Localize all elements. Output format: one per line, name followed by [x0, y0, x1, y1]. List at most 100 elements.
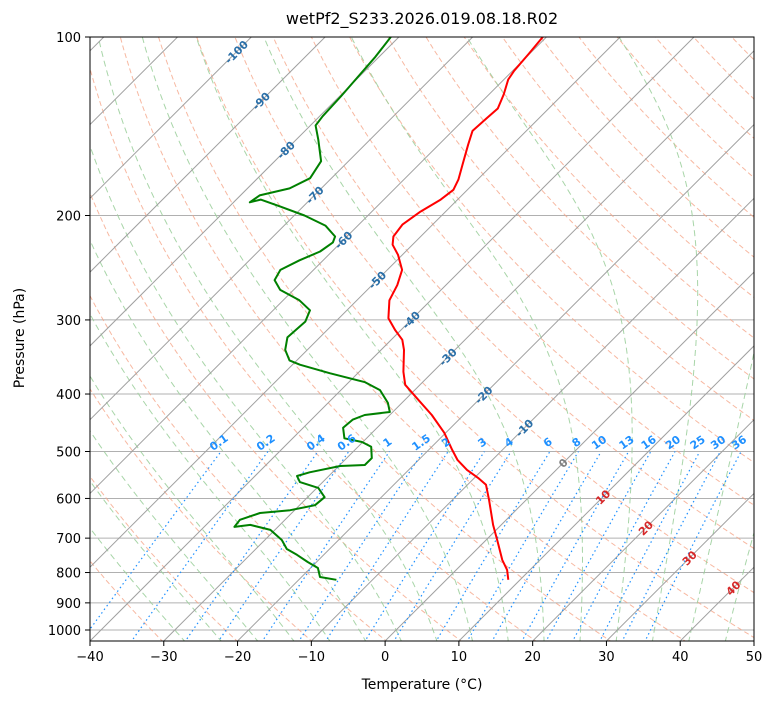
dry-adiabat-line — [463, 37, 754, 339]
dewpoint-profile-line — [233, 37, 392, 581]
x-tick-label: −10 — [298, 650, 325, 665]
y-tick-label: 100 — [56, 31, 81, 46]
mixing-ratio-line — [599, 451, 701, 641]
x-tick-label: −30 — [150, 650, 177, 665]
isotherm-line — [90, 37, 400, 347]
mixing-ratio-label: 0.1 — [207, 432, 230, 454]
dry-adiabat-line — [119, 37, 612, 641]
y-tick-label: 1000 — [48, 624, 81, 639]
dry-adiabat-line — [196, 37, 754, 639]
x-tick-label: −20 — [224, 650, 251, 665]
mixing-ratio-line — [466, 451, 580, 641]
moist-adiabat-line — [97, 37, 438, 641]
mixing-ratio-label: 8 — [570, 435, 584, 450]
isotherm-line — [753, 640, 754, 641]
isotherm-label: -100 — [222, 38, 251, 67]
moist-adiabat-line — [263, 37, 545, 641]
y-axis-label: Pressure (hPa) — [12, 287, 28, 389]
dry-adiabat-line — [90, 191, 462, 641]
mixing-ratio-label: 36 — [729, 433, 749, 453]
mixing-ratio-line — [184, 451, 319, 641]
dry-adiabat-line — [157, 37, 687, 641]
chart-title: wetPf2_S233.2026.019.08.18.R02 — [285, 9, 559, 28]
mixing-ratio-line — [130, 451, 269, 641]
x-tick-label: 10 — [451, 650, 468, 665]
dry-adiabat-line — [425, 37, 754, 380]
y-tick-label: 400 — [56, 388, 81, 403]
axes-frame — [89, 36, 755, 642]
isotherm-line — [90, 37, 253, 200]
x-axis-label: Temperature (°C) — [361, 677, 483, 693]
mixing-ratio-line — [545, 451, 652, 641]
mixing-ratio-line — [217, 451, 350, 641]
x-tick-label: −40 — [76, 650, 103, 665]
isotherm-line — [90, 37, 179, 126]
mixing-ratio-line — [364, 451, 485, 641]
isotherm-line — [0, 10, 57, 655]
dry-adiabat-line — [90, 66, 537, 641]
dry-adiabat-line — [501, 37, 754, 298]
moist-adiabat-line — [688, 350, 754, 641]
mixing-ratio-line — [393, 451, 512, 641]
x-tick-label: 0 — [381, 650, 389, 665]
dry-adiabat-line — [757, 24, 775, 643]
moist-adiabat-line — [90, 429, 259, 641]
isotherm-line — [163, 50, 754, 641]
moist-adiabat-line — [141, 37, 474, 641]
moist-adiabat-line — [90, 239, 367, 641]
moist-adiabat-line — [90, 375, 295, 641]
moist-adiabat-line — [90, 144, 402, 641]
isotherm-label: -80 — [275, 138, 298, 161]
isotherm-line — [384, 271, 754, 641]
y-tick-label: 700 — [56, 532, 81, 547]
mixing-ratio-line — [521, 451, 630, 641]
mixing-ratio-line — [261, 451, 390, 641]
moist-adiabat-line — [350, 37, 583, 641]
y-tick-label: 800 — [56, 567, 81, 582]
y-tick-label: 600 — [56, 492, 81, 507]
x-tick-label: 50 — [746, 650, 763, 665]
dry-adiabat-line — [272, 37, 754, 550]
dry-adiabat-line — [349, 37, 754, 464]
dry-adiabat-line — [731, 37, 754, 61]
y-tick-label: 200 — [56, 210, 81, 225]
dry-adiabat-line — [540, 37, 754, 258]
x-tick-label: 30 — [598, 650, 615, 665]
mixing-ratio-line — [572, 451, 676, 641]
mixing-ratio-label: 20 — [663, 433, 683, 453]
y-tick-label: 900 — [56, 597, 81, 612]
isotherm-line — [458, 345, 754, 641]
isotherm-label: 10 — [593, 487, 613, 507]
moist-adiabat-line — [90, 312, 331, 641]
dry-adiabat-line — [578, 37, 754, 218]
isotherm-line — [90, 37, 621, 568]
moist-adiabat-line — [90, 480, 222, 641]
isotherm-line — [90, 37, 695, 641]
mixing-ratio-line — [325, 451, 449, 641]
mixing-ratio-line — [621, 451, 721, 641]
mixing-ratio-label: 25 — [688, 433, 708, 452]
moist-adiabat-line — [724, 531, 754, 641]
plot-area — [0, 10, 775, 655]
dry-adiabat-line — [692, 37, 754, 100]
dry-adiabat-line — [90, 560, 164, 641]
dry-adiabat-line — [90, 475, 238, 641]
x-tick-label: 40 — [672, 650, 689, 665]
isotherm-line — [310, 197, 754, 641]
moist-adiabat-line — [195, 37, 509, 641]
temperature-profile-line — [387, 37, 544, 580]
isotherm-line — [236, 123, 754, 641]
mixing-ratio-label: 30 — [708, 433, 728, 453]
mixing-ratio-line — [298, 451, 424, 641]
dry-adiabat-line — [90, 387, 313, 641]
moist-adiabat-line — [618, 37, 699, 641]
mixing-ratio-line — [435, 451, 551, 641]
isotherm-line — [531, 418, 754, 641]
mixing-ratio-label: 16 — [639, 433, 659, 453]
dry-adiabat-line — [90, 294, 388, 641]
mixing-ratio-line — [90, 451, 222, 631]
isotherm-label: -90 — [250, 89, 273, 112]
isotherm-line — [605, 492, 754, 641]
y-tick-label: 300 — [56, 314, 81, 329]
